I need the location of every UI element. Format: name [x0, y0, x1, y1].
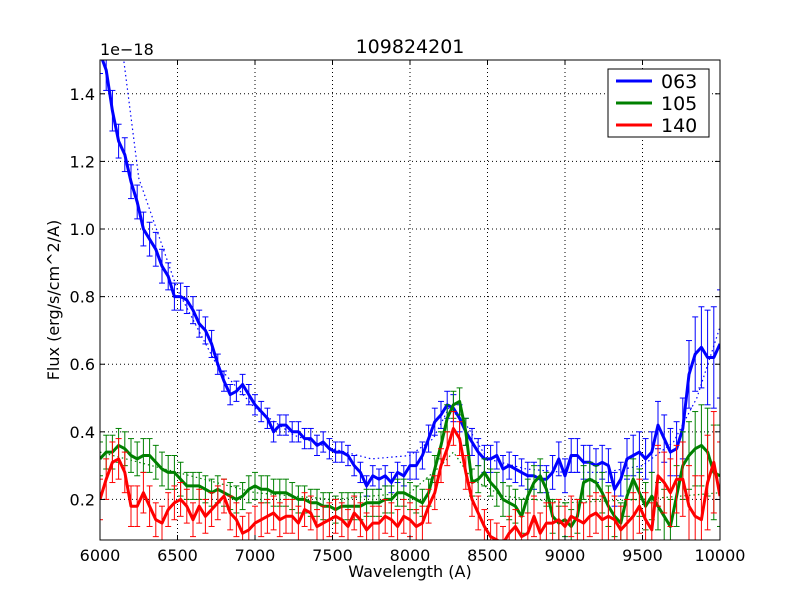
ticks	[99, 60, 721, 540]
series-line-063	[100, 60, 720, 491]
x-tick-label: 7000	[235, 546, 276, 565]
grid	[100, 60, 720, 540]
model-line-105	[100, 451, 720, 504]
y-tick-label: 0.2	[70, 490, 95, 509]
y-tick-label: 0.4	[70, 423, 95, 442]
x-tick-label: 9500	[622, 546, 663, 565]
x-tick-label: 6500	[157, 546, 198, 565]
legend-label-063: 063	[661, 71, 697, 93]
y-tick-label: 0.6	[70, 355, 95, 374]
y-tick-label: 1.2	[70, 152, 95, 171]
y-multiplier: 1e−18	[100, 40, 154, 59]
series-line-140	[100, 427, 720, 540]
x-tick-label: 7500	[312, 546, 353, 565]
model-line-063	[123, 60, 720, 473]
legend-label-140: 140	[661, 115, 697, 137]
y-axis-label: Flux (erg/s/cm^2/A)	[44, 220, 63, 381]
x-tick-label: 9000	[545, 546, 586, 565]
series-line-105	[100, 399, 720, 528]
tick-labels: 6000 6500 7000 7500 8000 8500 9000 9500 10000 0.2…	[70, 85, 746, 565]
x-tick-label: 8500	[467, 546, 508, 565]
chart-title: 109824201	[356, 36, 465, 58]
x-tick-label: 6000	[80, 546, 121, 565]
series-140	[100, 411, 720, 540]
series-layer	[100, 60, 720, 540]
x-tick-label: 8000	[390, 546, 431, 565]
x-tick-label: 10000	[695, 546, 746, 565]
y-tick-label: 1.4	[70, 85, 95, 104]
y-tick-label: 0.8	[70, 288, 95, 307]
legend-label-105: 105	[661, 93, 697, 115]
x-axis-label: Wavelength (A)	[348, 562, 471, 581]
legend: 063 105 140	[607, 68, 710, 138]
series-063	[100, 60, 720, 507]
y-tick-label: 1.0	[70, 220, 95, 239]
